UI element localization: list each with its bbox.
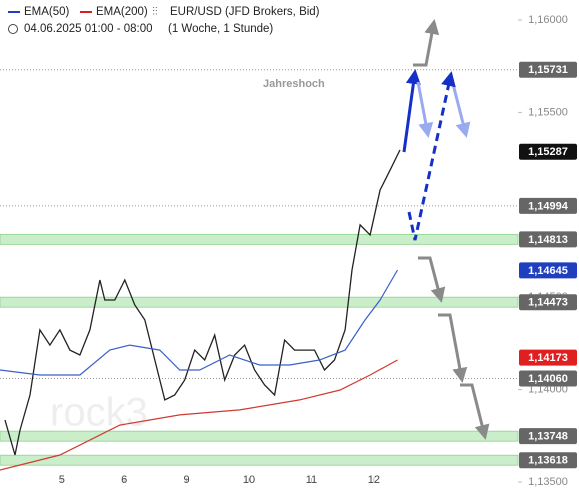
clock-icon bbox=[8, 24, 18, 34]
price-box bbox=[519, 262, 577, 279]
plot-layer bbox=[0, 149, 401, 471]
x-tick-label: 12 bbox=[368, 474, 380, 486]
series-line bbox=[0, 269, 399, 376]
price-label: 1,14645 bbox=[528, 265, 568, 277]
instrument: EUR/USD (JFD Brokers, Bid) bbox=[170, 6, 320, 18]
support-band bbox=[0, 430, 519, 442]
x-tick-label: 9 bbox=[184, 474, 190, 486]
arrow bbox=[416, 81, 434, 138]
header-bg bbox=[0, 0, 330, 38]
watermark: rock3 bbox=[50, 391, 148, 435]
price-label: 1,14060 bbox=[528, 373, 568, 385]
series-line bbox=[4, 149, 401, 456]
arrow bbox=[450, 79, 471, 138]
x-tick-label: 10 bbox=[243, 474, 255, 486]
price-box bbox=[519, 143, 577, 160]
support-band bbox=[0, 296, 519, 308]
arrow bbox=[460, 383, 490, 440]
price-box bbox=[519, 294, 577, 311]
price-label: 1,14473 bbox=[528, 297, 568, 309]
background-layer bbox=[0, 69, 519, 466]
price-box bbox=[519, 197, 577, 214]
price-box bbox=[519, 370, 577, 387]
price-box bbox=[519, 349, 577, 366]
axis-layer: 1,135001,140001,145001,155001,1600056910… bbox=[59, 14, 577, 488]
price-box bbox=[519, 428, 577, 445]
y-tick-label: 1,16000 bbox=[528, 14, 568, 26]
icon: ⫶⫶ bbox=[152, 6, 158, 18]
x-tick-label: 11 bbox=[306, 474, 317, 486]
price-box bbox=[519, 61, 577, 78]
series-line bbox=[0, 359, 398, 471]
arrow bbox=[438, 313, 468, 383]
price-label: 1,13748 bbox=[528, 431, 568, 443]
header: EMA(50) EMA(200) ⫶⫶ EUR/USD (JFD Brokers… bbox=[0, 0, 330, 38]
date-range: 04.06.2025 01:00 - 08:00 bbox=[24, 23, 153, 35]
arrow bbox=[418, 256, 446, 303]
price-box bbox=[519, 231, 577, 248]
x-tick-label: 6 bbox=[121, 474, 127, 486]
x-tick-label: 5 bbox=[59, 474, 65, 486]
arrow bbox=[407, 71, 456, 241]
arrow bbox=[413, 19, 440, 67]
legend-entry: EMA(200) bbox=[96, 6, 148, 18]
price-label: 1,15287 bbox=[528, 146, 568, 158]
price-label: 1,13618 bbox=[528, 455, 568, 467]
y-tick-label: 1,15500 bbox=[528, 106, 568, 118]
price-label: 1,14813 bbox=[528, 234, 568, 246]
interval: (1 Woche, 1 Stunde) bbox=[168, 23, 273, 35]
legend-entry: EMA(50) bbox=[24, 6, 70, 18]
support-band bbox=[0, 233, 519, 245]
scenario-arrows bbox=[402, 19, 490, 440]
y-tick-label: 1,13500 bbox=[528, 476, 568, 488]
price-label: 1,15731 bbox=[528, 64, 568, 76]
price-label: 1,14173 bbox=[528, 352, 568, 364]
support-band bbox=[0, 454, 519, 466]
arrow bbox=[402, 69, 421, 153]
annotation: Jahreshoch bbox=[263, 78, 325, 90]
price-box bbox=[519, 452, 577, 469]
price-label: 1,14994 bbox=[528, 200, 569, 212]
